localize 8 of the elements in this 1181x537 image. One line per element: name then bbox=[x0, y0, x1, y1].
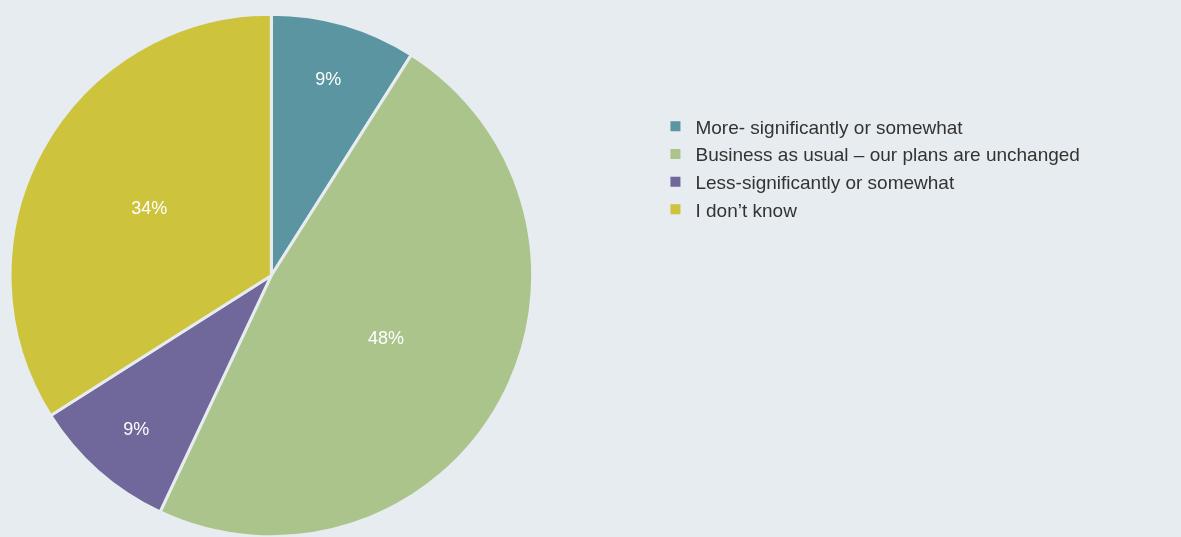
data-label: 48% bbox=[367, 328, 404, 349]
data-label: 9% bbox=[315, 69, 342, 90]
legend-label: Less-significantly or somewhat bbox=[695, 172, 955, 194]
data-label: 34% bbox=[131, 198, 168, 219]
legend-label: More- significantly or somewhat bbox=[695, 116, 964, 138]
data-label: 9% bbox=[123, 418, 150, 439]
legend-label: I don’t know bbox=[695, 199, 798, 221]
legend-label: Business as usual – our plans are unchanged bbox=[695, 144, 1080, 166]
